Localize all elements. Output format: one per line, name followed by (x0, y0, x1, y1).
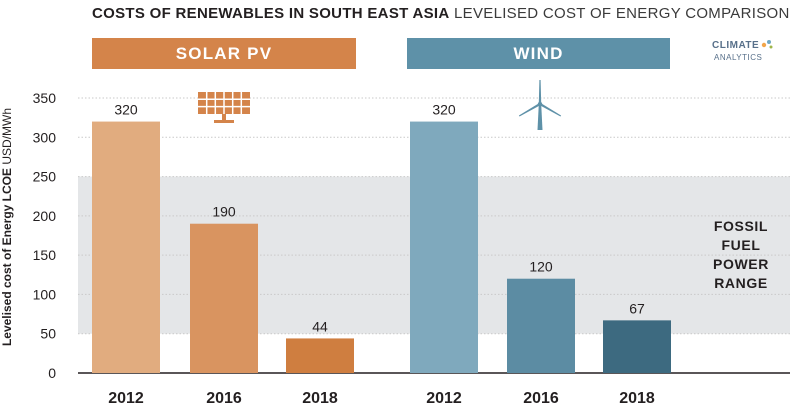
wind-label: WIND (513, 43, 564, 63)
fossil-line-4: RANGE (714, 275, 768, 291)
fossil-line-1: FOSSIL (714, 218, 768, 234)
y-tick-label: 350 (33, 90, 57, 106)
y-tick-label: 250 (33, 169, 57, 185)
wind-value-label-2016: 120 (529, 259, 553, 275)
y-tick-label: 0 (48, 365, 56, 381)
y-tick-label: 300 (33, 129, 57, 145)
solar-pv-label: SOLAR PV (175, 43, 273, 63)
wind-x-tick-2018: 2018 (619, 390, 655, 407)
wind-x-tick-2016: 2016 (523, 390, 559, 407)
solar-panel-icon (198, 92, 250, 123)
wind-x-tick-2012: 2012 (426, 390, 462, 407)
climate-analytics-logo: CLIMATE ANALYTICS (712, 38, 776, 68)
solar-pv-header: SOLAR PV (92, 38, 356, 69)
fossil-line-3: POWER (713, 256, 769, 272)
logo-dots-icon (761, 40, 773, 49)
y-tick-label: 200 (33, 208, 57, 224)
wind-header: WIND (407, 38, 670, 69)
solar-value-label-2012: 320 (114, 102, 138, 118)
wind-turbine-icon (518, 80, 562, 130)
wind-value-label-2012: 320 (432, 102, 456, 118)
y-tick-label: 50 (40, 326, 56, 342)
solar-x-tick-2012: 2012 (108, 390, 144, 407)
title-bold: COSTS OF RENEWABLES IN SOUTH EAST ASIA (92, 5, 450, 22)
logo-line2: ANALYTICS (714, 53, 763, 62)
wind-bar-2016 (507, 278, 575, 373)
y-tick-label: 100 (33, 286, 57, 302)
title-subtitle: LEVELISED COST OF ENERGY COMPARISON (454, 5, 790, 22)
solar-value-label-2016: 190 (212, 204, 236, 220)
logo-line1: CLIMATE (712, 40, 760, 51)
solar-bar-2018 (286, 338, 354, 373)
solar-x-tick-2018: 2018 (302, 390, 338, 407)
wind-value-label-2018: 67 (629, 300, 645, 316)
solar-value-label-2018: 44 (312, 318, 328, 334)
chart-title: COSTS OF RENEWABLES IN SOUTH EAST ASIA L… (92, 5, 790, 22)
fossil-line-2: FUEL (722, 237, 761, 253)
solar-bar-2012 (92, 121, 160, 373)
solar-bar-2016 (190, 223, 258, 373)
y-tick-label: 150 (33, 247, 57, 263)
solar-x-tick-2016: 2016 (206, 390, 242, 407)
fossil-fuel-range-label: FOSSIL FUEL POWER RANGE (713, 218, 769, 291)
wind-bar-2018 (603, 320, 671, 373)
wind-bar-2012 (410, 121, 478, 373)
